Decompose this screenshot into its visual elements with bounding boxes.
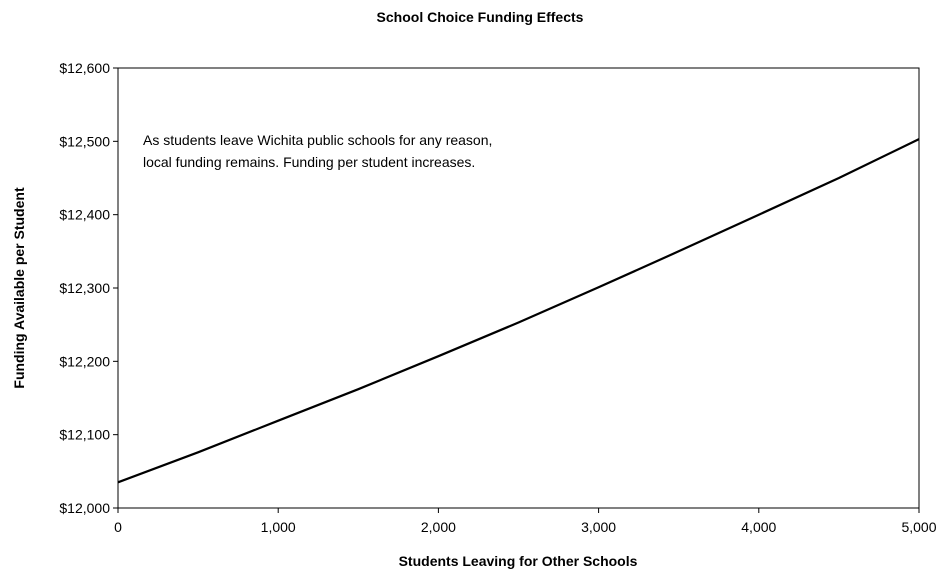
plot-area: [117, 67, 920, 509]
x-tick-label: 3,000: [581, 519, 616, 535]
chart-title: School Choice Funding Effects: [377, 9, 584, 25]
y-tick-label: $12,000: [59, 500, 110, 516]
y-tick-label: $12,300: [59, 280, 110, 296]
y-tick-label: $12,500: [59, 133, 110, 149]
x-tick-label: 0: [114, 519, 122, 535]
x-tick-label: 5,000: [901, 519, 936, 535]
y-tick-label: $12,400: [59, 207, 110, 223]
annotation-line-1: As students leave Wichita public schools…: [143, 132, 492, 148]
x-tick-label: 1,000: [261, 519, 296, 535]
x-axis: 0 1,000 2,000 3,000 4,000 5,000: [114, 508, 937, 535]
y-tick-label: $12,600: [59, 60, 110, 76]
y-axis: $12,000 $12,100 $12,200 $12,300 $12,400 $12,5…: [59, 60, 118, 516]
y-axis-title: Funding Available per Student: [11, 187, 27, 389]
y-tick-label: $12,100: [59, 427, 110, 443]
annotation: As students leave Wichita public schools…: [143, 132, 492, 170]
x-axis-title: Students Leaving for Other Schools: [399, 553, 638, 569]
y-tick-label: $12,200: [59, 353, 110, 369]
annotation-line-2: local funding remains. Funding per stude…: [143, 154, 475, 170]
series-line: [117, 138, 920, 484]
x-tick-label: 4,000: [741, 519, 776, 535]
x-tick-label: 2,000: [421, 519, 456, 535]
